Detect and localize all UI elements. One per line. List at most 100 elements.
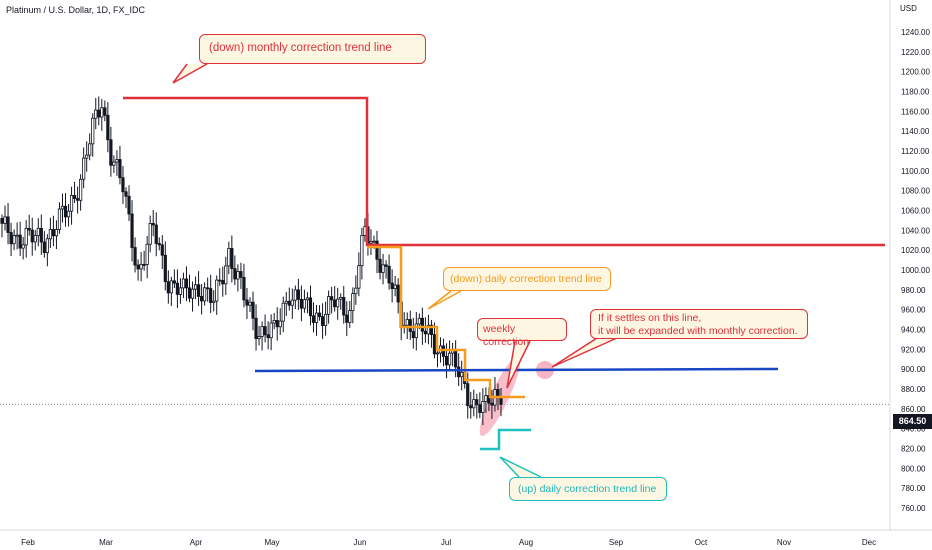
monthly-correction-line — [123, 96, 885, 247]
candle — [475, 393, 479, 419]
candle — [354, 275, 358, 305]
callout-pointers — [172, 63, 618, 478]
candle — [308, 285, 313, 326]
candle — [460, 360, 464, 391]
y-tick-label: 1000.00 — [901, 266, 930, 275]
y-tick-label: 1020.00 — [901, 246, 930, 255]
y-tick-label: 1160.00 — [901, 107, 930, 116]
y-tick-label: 840.00 — [901, 425, 926, 434]
candle — [166, 270, 170, 304]
candle — [100, 99, 104, 131]
candle — [154, 212, 158, 257]
candle — [266, 321, 270, 350]
candle — [317, 305, 322, 321]
candle — [21, 237, 25, 260]
candle — [224, 256, 228, 295]
candle — [339, 293, 343, 310]
candle — [454, 340, 458, 378]
candle — [490, 389, 494, 419]
candle — [320, 303, 325, 339]
candle — [290, 288, 294, 319]
candle — [402, 312, 406, 334]
daily-up-callout: (up) daily correction trend line — [509, 477, 667, 501]
y-tick-label: 760.00 — [901, 504, 926, 513]
candle — [6, 203, 10, 245]
candle — [24, 220, 28, 258]
candle — [227, 241, 231, 275]
candle — [60, 193, 65, 223]
settle-callout-pointer — [551, 337, 618, 368]
candle — [260, 321, 264, 351]
candle — [299, 285, 304, 322]
candle — [393, 275, 397, 297]
y-tick-label: 1140.00 — [901, 127, 930, 136]
candle — [212, 290, 216, 312]
daily-down-correction-line — [367, 245, 525, 399]
candle — [323, 301, 328, 336]
y-tick-label: 980.00 — [901, 286, 926, 295]
x-tick-label: Mar — [99, 538, 113, 547]
candle — [293, 285, 297, 310]
candle — [327, 290, 331, 324]
candle — [130, 200, 134, 262]
candle — [351, 287, 355, 324]
candle — [109, 126, 113, 177]
last-price-tag: 864.50 — [893, 414, 932, 429]
candle — [72, 181, 77, 203]
candle — [287, 287, 291, 311]
candle — [69, 186, 74, 225]
candle — [263, 314, 267, 343]
daily-up-callout-pointer — [499, 456, 542, 478]
x-tick-label: May — [264, 538, 279, 547]
candle — [411, 317, 415, 349]
candle — [151, 210, 155, 237]
y-tick-label: 1060.00 — [901, 207, 930, 216]
candle — [142, 250, 146, 271]
candle — [426, 314, 431, 345]
candle — [305, 292, 310, 314]
x-tick-label: Aug — [519, 538, 533, 547]
weekly-correction-callout: weekly correction — [477, 318, 567, 348]
candle — [284, 291, 288, 317]
candle — [423, 317, 427, 343]
candle — [57, 202, 62, 234]
daily-down-label: (down) daily correction trend line — [450, 273, 602, 285]
candle — [345, 301, 349, 337]
chart-title: Platinum / U.S. Dollar, 1D, FX_IDC — [6, 5, 146, 15]
candle — [363, 218, 367, 242]
candle — [82, 147, 86, 189]
candle — [333, 286, 337, 312]
candle — [381, 253, 385, 285]
y-tick-label: 860.00 — [901, 405, 926, 414]
candle — [275, 307, 279, 341]
candle — [469, 391, 473, 419]
candle — [15, 222, 19, 250]
daily-up-label: (up) daily correction trend line — [518, 483, 657, 495]
candle — [118, 145, 122, 185]
candle — [172, 269, 176, 288]
candle — [115, 150, 119, 176]
y-tick-label: 880.00 — [901, 385, 926, 394]
candle — [242, 263, 246, 308]
candle — [85, 141, 89, 172]
candle — [106, 102, 110, 153]
y-tick-label: 1040.00 — [901, 226, 930, 235]
candle — [206, 277, 210, 302]
candle — [245, 287, 249, 320]
candle — [9, 222, 13, 256]
y-tick-label: 1100.00 — [901, 167, 930, 176]
x-tick-label: Jul — [441, 538, 451, 547]
candle — [97, 96, 101, 126]
y-tick-label: 1080.00 — [901, 187, 930, 196]
y-axis: 760.00 780.00 800.00 820.00 840.00 860.00 880.… — [901, 28, 930, 513]
candle — [181, 272, 186, 298]
candle — [91, 113, 95, 157]
candle — [311, 302, 316, 333]
y-tick-label: 900.00 — [901, 365, 926, 374]
candle — [378, 245, 382, 280]
candle — [136, 259, 140, 281]
candle — [199, 284, 204, 315]
candle — [30, 217, 34, 256]
daily-down-callout: (down) daily correction trend line — [443, 267, 611, 291]
